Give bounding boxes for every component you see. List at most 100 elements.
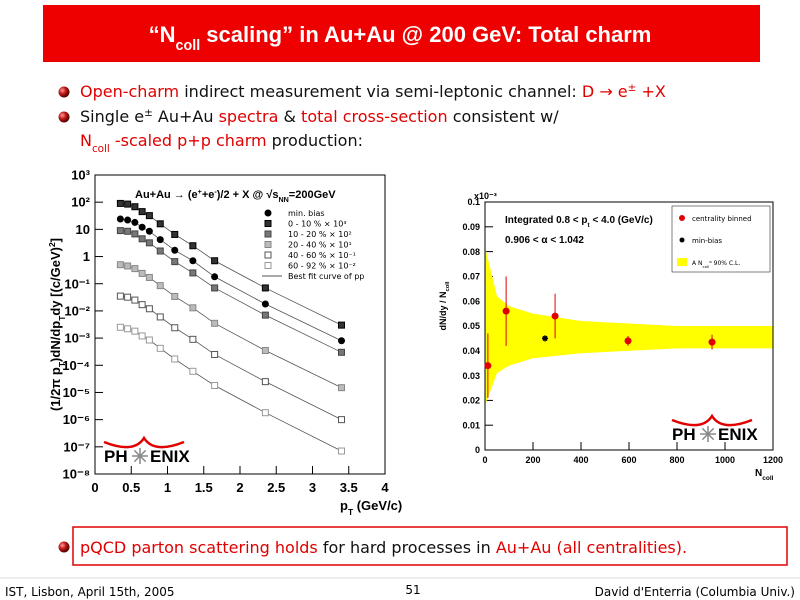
text-segment: pQCD parton scattering holds bbox=[80, 538, 318, 557]
data-point bbox=[138, 269, 146, 277]
data-point bbox=[116, 292, 124, 300]
text-segment: coll bbox=[445, 281, 451, 291]
data-point bbox=[338, 384, 345, 392]
text-segment: )/2 + X @ √s bbox=[217, 189, 279, 201]
data-point bbox=[131, 265, 139, 273]
text-segment: for hard processes in bbox=[318, 538, 496, 557]
y-tick-label: 10² bbox=[71, 195, 90, 210]
chart-title: Au+Au → (e++e-)/2 + X @ √sNN=200GeV bbox=[135, 188, 336, 204]
data-point bbox=[211, 257, 219, 265]
x-tick-label: 0 bbox=[91, 480, 98, 495]
data-point bbox=[261, 378, 269, 386]
data-point bbox=[264, 251, 272, 259]
text-segment: dy [(c/GeV) bbox=[48, 247, 63, 316]
text-segment: coll bbox=[762, 475, 773, 482]
legend-label: 20 - 40 % × 10¹ bbox=[288, 241, 352, 250]
data-point bbox=[156, 236, 164, 244]
data-point bbox=[131, 230, 139, 238]
text-segment: Open-charm bbox=[80, 82, 179, 101]
data-point bbox=[138, 223, 146, 231]
x-tick-label: 1000 bbox=[715, 455, 735, 465]
text-segment: p bbox=[340, 498, 348, 513]
data-point bbox=[116, 261, 124, 269]
data-point bbox=[124, 325, 132, 333]
y-tick-label: 0.06 bbox=[462, 296, 480, 306]
data-point bbox=[156, 247, 164, 255]
data-point bbox=[189, 304, 197, 312]
y-tick-label: 10⁻³ bbox=[64, 331, 90, 346]
text-segment: T bbox=[348, 507, 354, 517]
y-axis-label: dN/dy / Ncoll bbox=[438, 281, 451, 330]
text-segment: dN/dy / N bbox=[438, 292, 448, 331]
title-bar bbox=[43, 5, 760, 62]
text-segment: 0.906 < α < 1.042 bbox=[505, 235, 584, 246]
y-tick-label: 10³ bbox=[71, 168, 90, 183]
legend-label: 40 - 60 % × 10⁻¹ bbox=[288, 251, 356, 260]
footer-right: David d'Enterria (Columbia Univ.) bbox=[595, 585, 795, 599]
bullet-text: Ncoll -scaled p+p charm production: bbox=[80, 131, 363, 155]
logo-star bbox=[139, 449, 147, 457]
page-number: 51 bbox=[405, 583, 420, 597]
text-segment: T bbox=[57, 361, 67, 367]
text-segment: D → e bbox=[582, 82, 628, 101]
plot-frame bbox=[484, 201, 774, 451]
y-tick-label: 0.08 bbox=[462, 247, 480, 257]
data-point bbox=[264, 230, 272, 238]
data-point bbox=[542, 335, 548, 342]
y-tick-label: 10⁻¹ bbox=[64, 276, 90, 291]
data-point bbox=[116, 199, 124, 207]
text-segment: spectra bbox=[219, 107, 279, 126]
data-point bbox=[156, 282, 164, 290]
text-segment: N bbox=[755, 468, 762, 479]
text-segment: + bbox=[198, 188, 202, 196]
y-tick-label: 0.07 bbox=[462, 272, 480, 282]
y-tick-label: 10 bbox=[76, 222, 90, 237]
data-point bbox=[338, 348, 345, 356]
text-segment: 90% C.L. bbox=[712, 260, 741, 267]
text-segment: - bbox=[214, 188, 217, 196]
legend-label: 60 - 92 % × 10⁻² bbox=[288, 262, 356, 271]
x-tick-label: 2.5 bbox=[267, 480, 285, 495]
y-tick-label: 10⁻⁴ bbox=[62, 358, 90, 373]
bullet-icon bbox=[58, 86, 70, 98]
legend-label: A Ncollα 90% C.L. bbox=[692, 259, 740, 269]
y-tick-label: 0.1 bbox=[467, 197, 480, 207]
data-point bbox=[138, 332, 146, 340]
text-segment: )dN/dp bbox=[48, 321, 63, 362]
logo-text: PH bbox=[672, 425, 696, 444]
bullet-text: Single e± Au+Au spectra & total cross-se… bbox=[80, 107, 559, 126]
legend-label: 10 - 20 % × 10² bbox=[288, 230, 352, 239]
data-point bbox=[264, 220, 272, 227]
legend-marker bbox=[679, 215, 685, 221]
data-point bbox=[261, 311, 269, 319]
x-tick-label: 1 bbox=[164, 480, 171, 495]
text-segment: +e bbox=[202, 189, 215, 201]
legend-label: min-bias bbox=[692, 237, 722, 245]
text-segment: 2 bbox=[47, 242, 57, 247]
data-point bbox=[338, 321, 345, 329]
x-tick-label: 4 bbox=[381, 480, 389, 495]
text-segment: NN bbox=[278, 196, 288, 204]
data-point bbox=[124, 216, 132, 224]
text-segment: production: bbox=[267, 131, 363, 150]
data-point bbox=[145, 239, 153, 247]
data-point bbox=[124, 227, 132, 235]
text-segment: coll bbox=[176, 38, 201, 54]
logo-star bbox=[133, 455, 141, 463]
y-tick-label: 0.02 bbox=[462, 396, 480, 406]
annotation: 0.906 < α < 1.042 bbox=[505, 235, 584, 246]
text-segment: T bbox=[57, 315, 67, 321]
x-tick-label: 200 bbox=[525, 455, 540, 465]
data-point bbox=[189, 242, 197, 250]
slide-title: “Ncoll scaling” in Au+Au @ 200 GeV: Tota… bbox=[149, 22, 652, 54]
data-point bbox=[138, 208, 146, 216]
data-point bbox=[156, 220, 164, 228]
x-tick-label: 400 bbox=[573, 455, 588, 465]
data-point bbox=[145, 212, 153, 220]
logo-text: ENIX bbox=[150, 447, 190, 466]
y-tick-label: 10⁻² bbox=[64, 303, 90, 318]
y-axis-label: (1/2π pT)dN/dpTdy [(c/GeV)2] bbox=[47, 238, 67, 411]
text-segment: +X bbox=[636, 82, 665, 101]
x-tick-label: 1200 bbox=[763, 455, 783, 465]
confidence-band bbox=[485, 246, 773, 406]
